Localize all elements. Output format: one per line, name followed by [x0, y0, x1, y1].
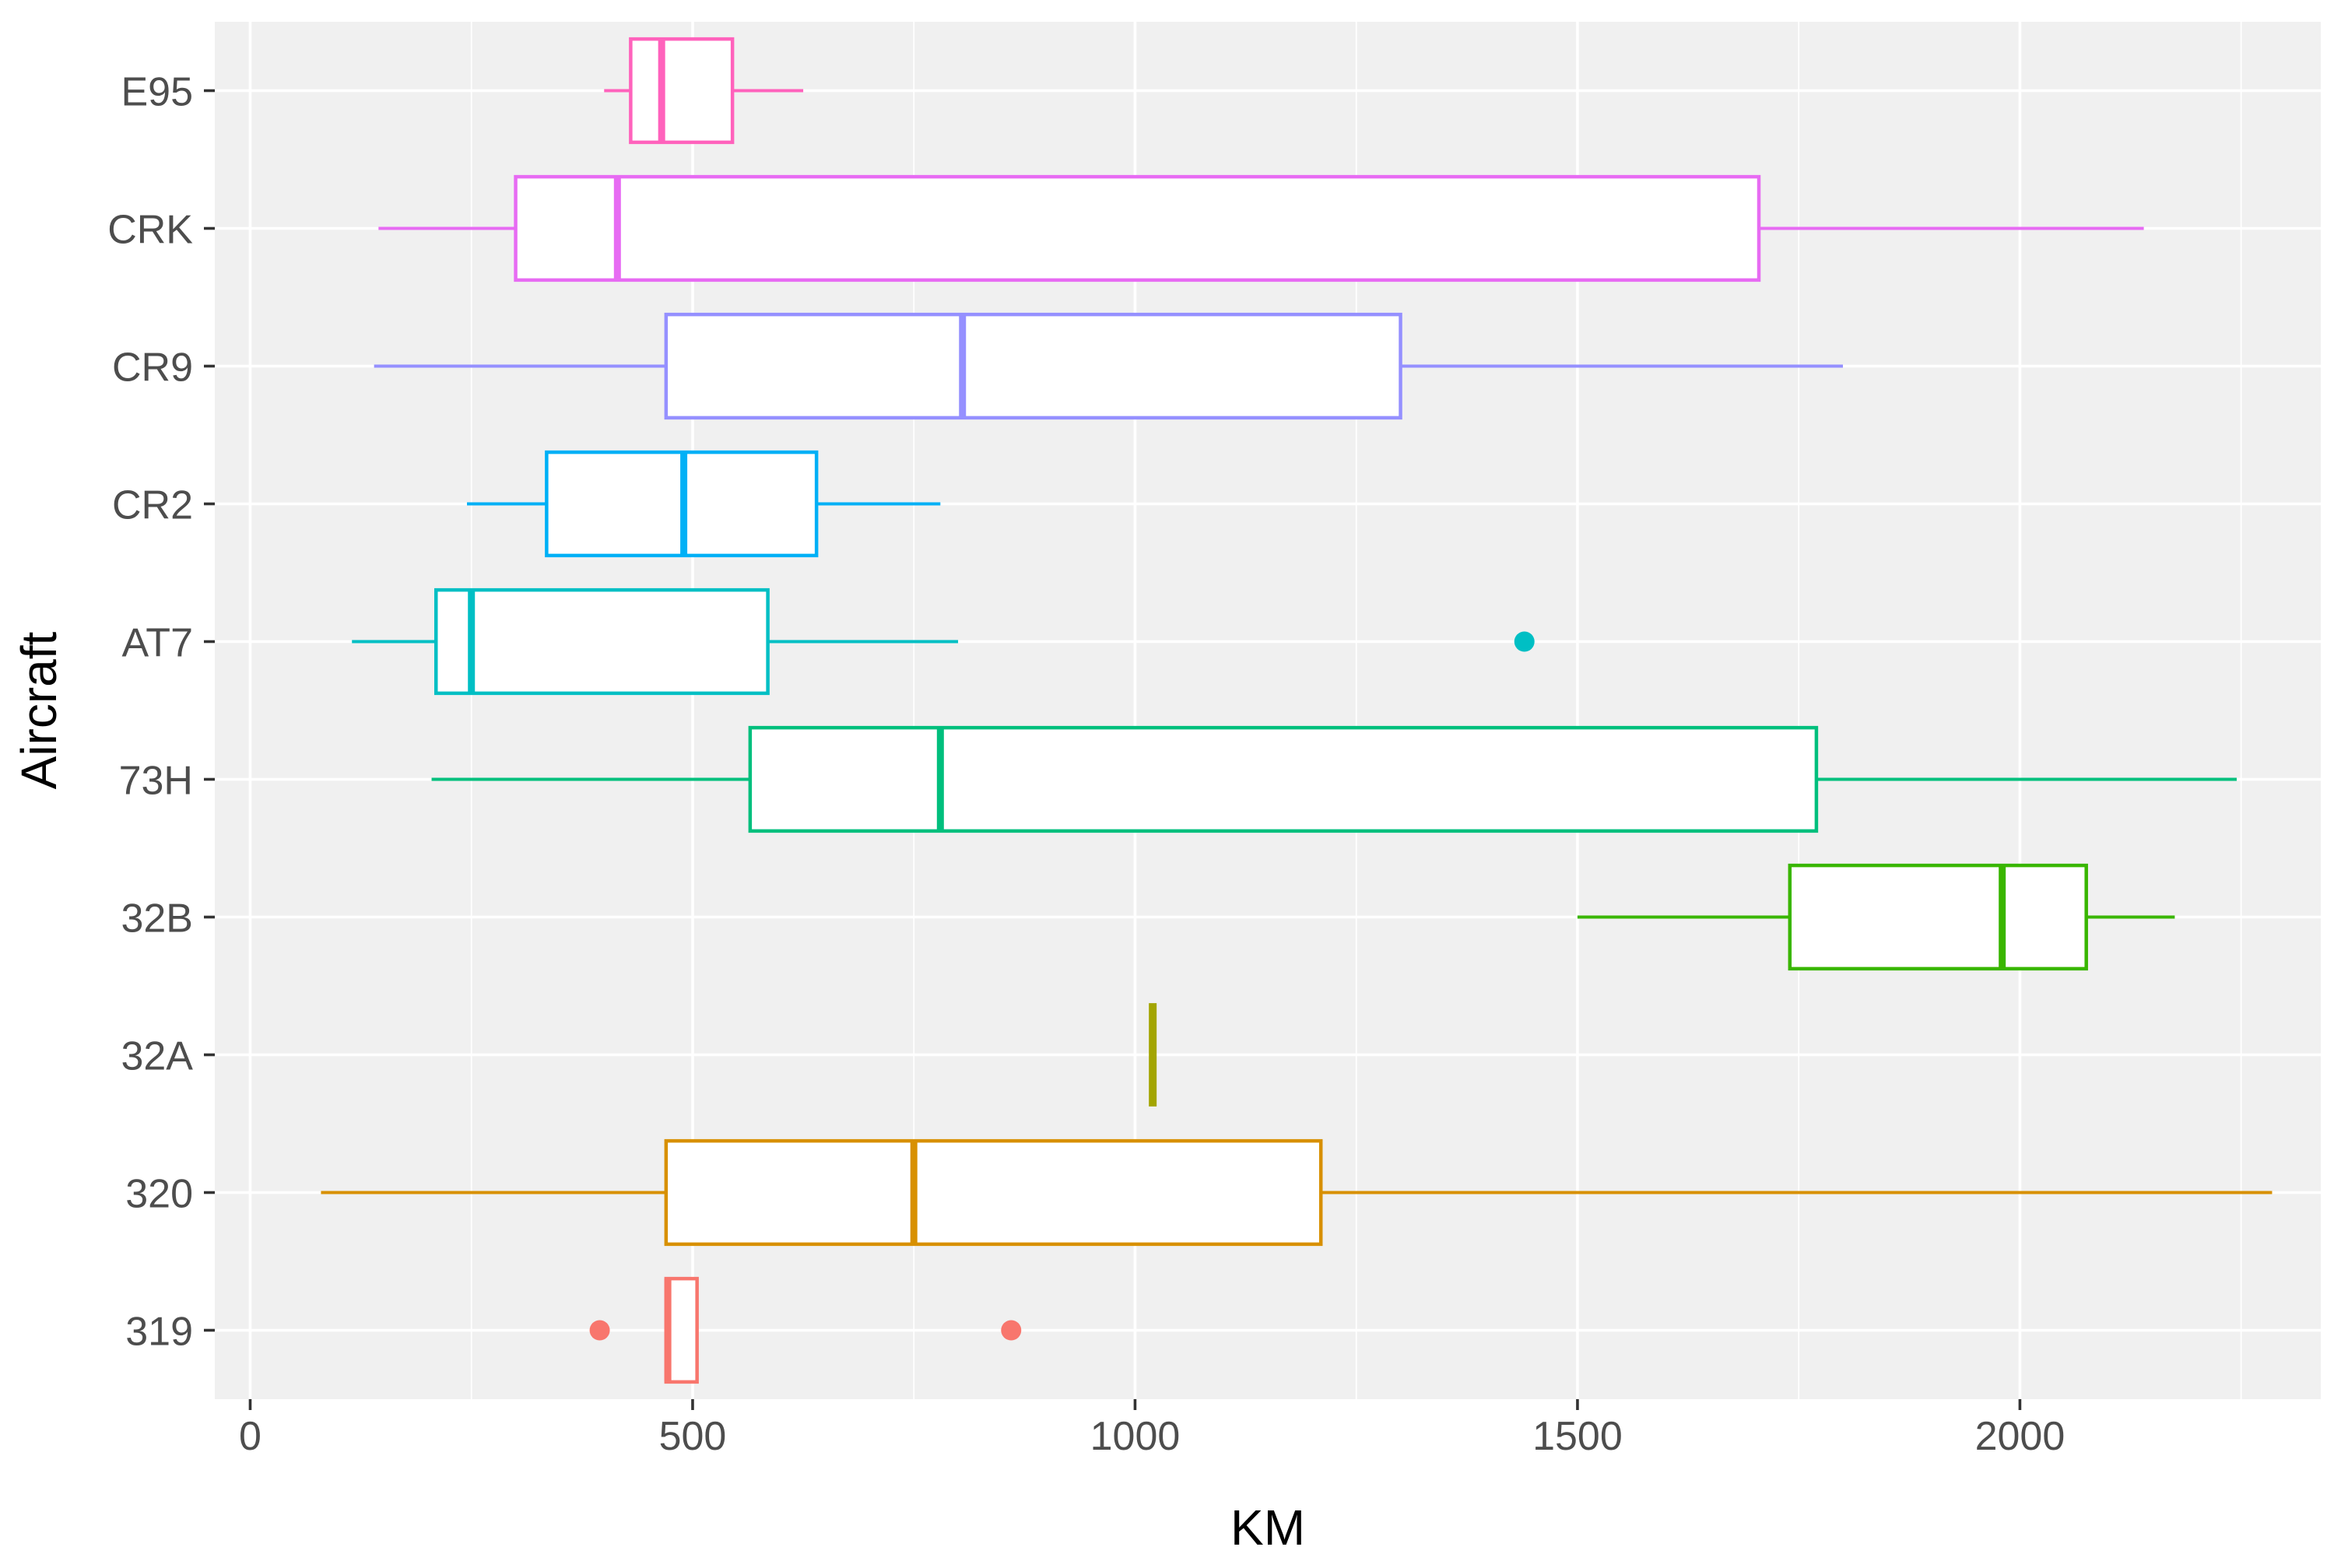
y-tick-label: 73H	[119, 759, 193, 804]
y-tick-label: CR2	[112, 483, 193, 528]
iqr-box	[1788, 863, 2088, 971]
outlier-point	[1001, 1320, 1022, 1341]
iqr-box	[514, 174, 1761, 282]
axes: 0 500 1000 1500 2000 319 320 32A 32B 73H AT7 CR2 CR9…	[107, 70, 2065, 1460]
box-CRK	[378, 174, 2144, 282]
iqr-box	[433, 588, 770, 696]
outlier-point	[1514, 631, 1535, 652]
x-axis-title: KM	[1230, 1500, 1305, 1556]
y-tick-label: AT7	[121, 621, 193, 666]
y-axis-title: Aircraft	[11, 631, 67, 789]
x-tick-label: 0	[239, 1414, 261, 1459]
y-tick-label: 320	[125, 1172, 193, 1217]
y-tick-label: 32B	[121, 896, 193, 942]
box-73H	[431, 725, 2237, 833]
iqr-box	[664, 312, 1402, 420]
y-tick-label: CRK	[107, 208, 193, 253]
box-series-layer	[321, 37, 2273, 1384]
y-tick-label: CR9	[112, 346, 193, 391]
box-CR9	[374, 312, 1844, 420]
y-tick-label: E95	[121, 70, 193, 115]
x-tick-label: 500	[659, 1414, 727, 1459]
box-E95	[604, 37, 804, 145]
y-tick-label: 32A	[121, 1034, 193, 1079]
iqr-box	[629, 37, 735, 145]
x-tick-label: 2000	[1975, 1414, 2065, 1459]
x-tick-label: 1500	[1532, 1414, 1623, 1459]
box-AT7	[352, 588, 1535, 696]
box-319	[589, 1276, 1022, 1384]
iqr-box	[664, 1138, 1323, 1247]
y-tick-label: 319	[125, 1310, 193, 1355]
box-320	[321, 1138, 2273, 1247]
iqr-box	[748, 725, 1819, 833]
box-CR2	[467, 450, 941, 558]
box-32B	[1577, 863, 2175, 971]
outlier-point	[589, 1320, 610, 1341]
x-tick-label: 1000	[1090, 1414, 1181, 1459]
